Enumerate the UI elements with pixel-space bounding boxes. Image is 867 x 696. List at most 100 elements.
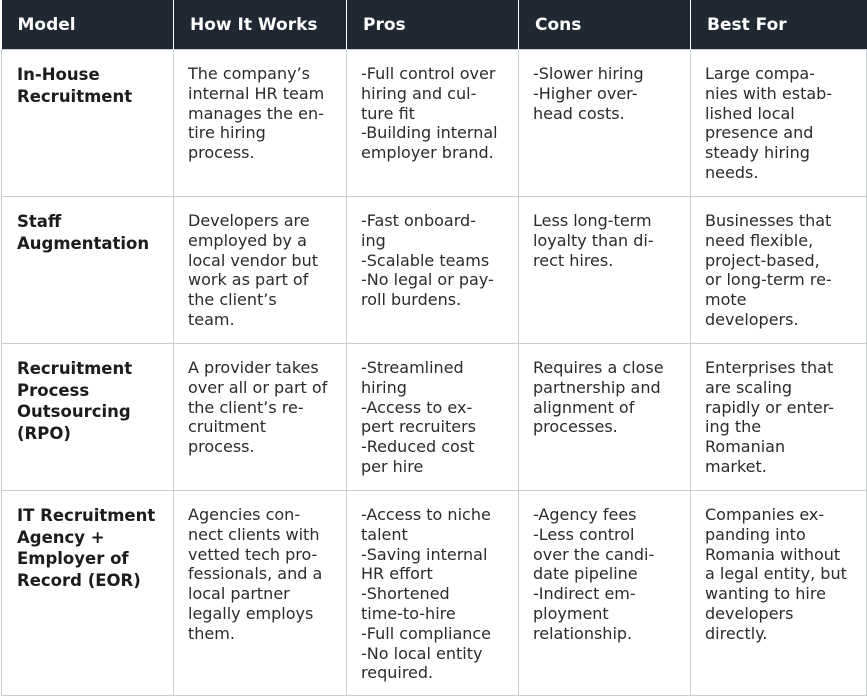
cell-cons: Requires a close partnership and alignment… bbox=[518, 343, 691, 491]
cell-text-line: -Full control over bbox=[361, 64, 496, 83]
cell-text-line: Outsourcing bbox=[17, 402, 131, 421]
cell-text-line: Companies ex- bbox=[705, 505, 825, 524]
cell-text-line: employed by a bbox=[188, 230, 307, 250]
cell-text-line: -Saving internal bbox=[361, 544, 488, 564]
cell-text-line: processes. bbox=[533, 417, 618, 437]
cell-text-line: manages the en- bbox=[188, 103, 324, 123]
cell-text-line: tire hiring bbox=[188, 123, 266, 143]
cell-text-line: wanting to hire bbox=[705, 584, 826, 604]
cell-text-line: Process bbox=[17, 380, 90, 400]
cell-text-line: date pipeline bbox=[533, 564, 638, 584]
cell-text-line: Requires a close bbox=[533, 358, 664, 377]
header-how-it-works: How It Works bbox=[173, 0, 347, 50]
cell-text-line: -Fast onboard- bbox=[361, 211, 476, 230]
cell-text-line: fessionals, and a bbox=[188, 564, 323, 584]
cell-how-it-works: The company’s internal HR team manages the… bbox=[173, 49, 347, 197]
cell-text-line: -Streamlined bbox=[361, 358, 464, 377]
cell-cons: -Slower hiring -Higher over-head costs. bbox=[518, 49, 691, 197]
cell-best-for: Large compa-nies with estab-lished local… bbox=[690, 49, 867, 197]
cell-text-line: need flexible, bbox=[705, 230, 814, 250]
cell-text-line: hiring bbox=[361, 377, 407, 397]
cell-text-line: talent bbox=[361, 524, 408, 544]
cell-text-line: legally employs bbox=[188, 603, 314, 623]
table-row: Recruitment Process Outsourcing (RPO) A prov… bbox=[1, 343, 867, 491]
cell-text-line: Employer of bbox=[17, 549, 129, 568]
header-cons: Cons bbox=[518, 0, 691, 50]
cell-text-line: -Shortened bbox=[361, 584, 450, 604]
cell-text-line: -No legal or pay- bbox=[361, 270, 494, 290]
cell-text-line: -Agency fees bbox=[533, 505, 637, 524]
cell-text-line: partnership and bbox=[533, 377, 661, 397]
cell-text-line: relationship. bbox=[533, 623, 633, 643]
cell-text-line: -Reduced cost bbox=[361, 437, 475, 457]
cell-text-line: Businesses that bbox=[705, 211, 832, 230]
cell-how-it-works: Agencies con-nect clients with vetted tec… bbox=[173, 490, 347, 696]
cell-text-line: -Indirect em- bbox=[533, 584, 636, 604]
cell-text-line: Developers are bbox=[188, 211, 310, 230]
cell-text-line: HR effort bbox=[361, 564, 433, 584]
cell-text-line: Romania without bbox=[705, 544, 841, 564]
cell-text-line: employer brand. bbox=[361, 143, 494, 163]
header-best-for: Best For bbox=[690, 0, 867, 50]
cell-text-line: project-based, bbox=[705, 250, 820, 270]
cell-model: In-House Recruitment bbox=[1, 49, 174, 197]
cell-text-line: -No local entity bbox=[361, 643, 483, 663]
header-pros: Pros bbox=[346, 0, 519, 50]
cell-text-line: vetted tech pro- bbox=[188, 544, 318, 564]
cell-best-for: Companies ex-panding into Romania without… bbox=[690, 490, 867, 696]
cell-text-line: team. bbox=[188, 309, 235, 329]
cell-how-it-works: Developers are employed by a local vendor … bbox=[173, 196, 347, 344]
cell-text-line: In-House bbox=[17, 65, 100, 84]
cell-text-line: (RPO) bbox=[17, 423, 71, 443]
table-body: In-House Recruitment The company’s internal… bbox=[1, 49, 867, 696]
cell-text-line: Agencies con- bbox=[188, 505, 301, 524]
cell-cons: -Agency fees -Less control over the candi-… bbox=[518, 490, 691, 696]
cell-text-line: local partner bbox=[188, 584, 290, 604]
cell-best-for: Businesses that need flexible, project-bas… bbox=[690, 196, 867, 344]
cell-text-line: mote bbox=[705, 290, 747, 310]
cell-text-line: developers. bbox=[705, 309, 799, 329]
cell-text-line: process. bbox=[188, 143, 255, 163]
cell-text-line: Less long-term bbox=[533, 211, 652, 230]
cell-text-line: ture fit bbox=[361, 103, 415, 123]
header-model: Model bbox=[1, 0, 174, 50]
cell-text-line: needs. bbox=[705, 162, 759, 182]
cell-text-line: work as part of bbox=[188, 270, 309, 290]
cell-text-line: rapidly or enter- bbox=[705, 397, 835, 417]
table-row: In-House Recruitment The company’s internal… bbox=[1, 49, 867, 197]
cell-text-line: -Access to ex- bbox=[361, 397, 473, 417]
cell-pros: -Fast onboard-ing -Scalable teams -No lega… bbox=[346, 196, 519, 344]
cell-text-line: Romanian bbox=[705, 437, 786, 457]
cell-text-line: -Scalable teams bbox=[361, 250, 490, 270]
cell-text-line: -Higher over- bbox=[533, 83, 638, 103]
cell-text-line: panding into bbox=[705, 524, 806, 544]
cell-text-line: directly. bbox=[705, 623, 768, 643]
cell-text-line: -Slower hiring bbox=[533, 64, 644, 83]
cell-model: IT Recruitment Agency + Employer of Record … bbox=[1, 490, 174, 696]
cell-cons: Less long-term loyalty than di-rect hires… bbox=[518, 196, 691, 344]
cell-text-line: Recruitment bbox=[17, 359, 133, 378]
cell-pros: -Streamlined hiring -Access to ex-pert rec… bbox=[346, 343, 519, 491]
cell-text-line: pert recruiters bbox=[361, 417, 476, 437]
cell-text-line: the client’s bbox=[188, 290, 277, 310]
cell-text-line: nect clients with bbox=[188, 524, 320, 544]
cell-text-line: rect hires. bbox=[533, 250, 614, 270]
cell-text-line: nies with estab- bbox=[705, 83, 833, 103]
cell-how-it-works: A provider takes over all or part of the c… bbox=[173, 343, 347, 491]
cell-text-line: head costs. bbox=[533, 103, 625, 123]
cell-pros: -Access to niche talent -Saving internal HR… bbox=[346, 490, 519, 696]
cell-text-line: the client’s re- bbox=[188, 397, 304, 417]
cell-text-line: local vendor but bbox=[188, 250, 318, 270]
cell-text-line: Enterprises that bbox=[705, 358, 834, 377]
cell-text-line: a legal entity, but bbox=[705, 564, 847, 584]
cell-text-line: Record (EOR) bbox=[17, 570, 141, 590]
cell-text-line: per hire bbox=[361, 456, 424, 476]
cell-text-line: A provider takes bbox=[188, 358, 319, 377]
cell-text-line: or long-term re- bbox=[705, 270, 832, 290]
cell-text-line: loyalty than di- bbox=[533, 230, 654, 250]
cell-text-line: steady hiring bbox=[705, 143, 810, 163]
cell-text-line: are scaling bbox=[705, 377, 793, 397]
cell-text-line: -Building internal bbox=[361, 123, 498, 143]
table-row: Staff Augmentation Developers are employed … bbox=[1, 196, 867, 344]
cell-text-line: required. bbox=[361, 663, 434, 683]
